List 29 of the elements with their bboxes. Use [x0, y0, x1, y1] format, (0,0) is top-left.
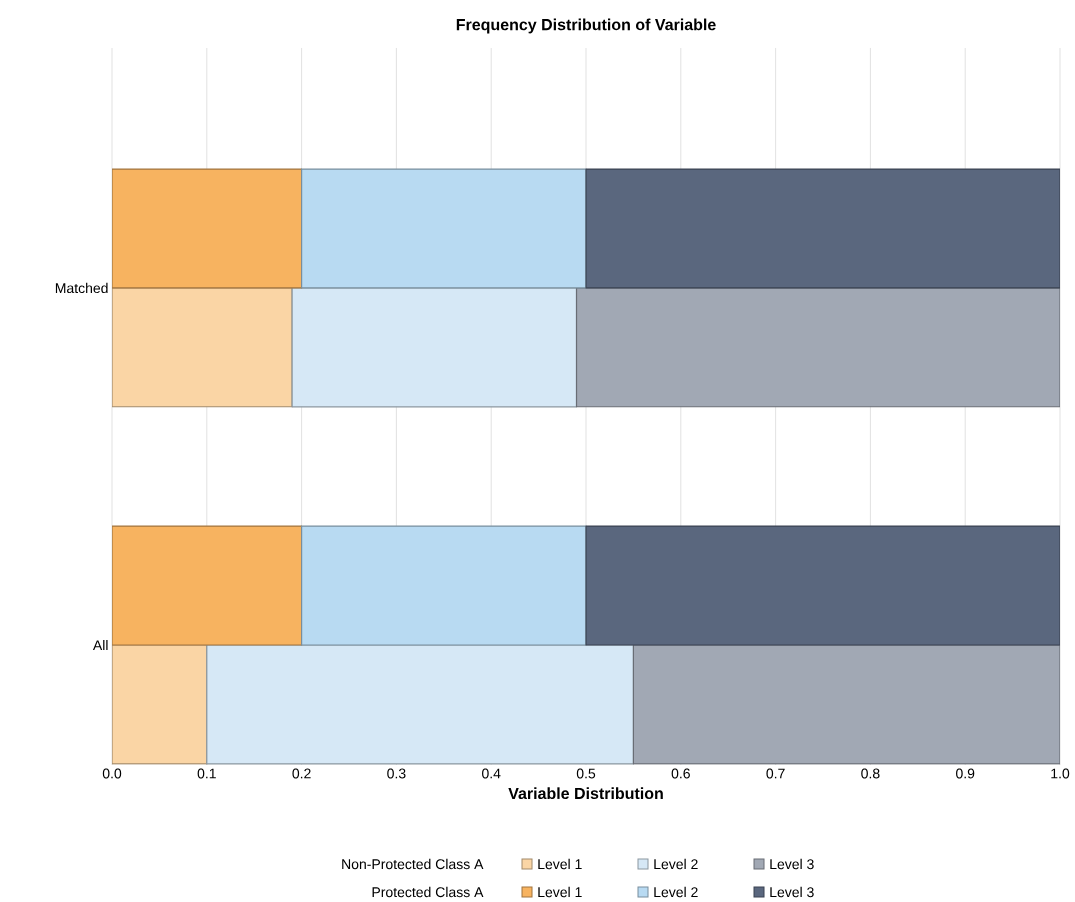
x-tick-label: 1.0 [1051, 768, 1070, 779]
x-tick-label: 0.0 [102, 768, 122, 779]
x-tick-label: 0.7 [766, 768, 785, 779]
x-tick-label: 0.9 [956, 768, 975, 779]
x-tick-label: 0.2 [292, 768, 311, 779]
bar [301, 168, 587, 289]
legend-label: Level 3 [770, 886, 814, 898]
legend-label: Level 1 [538, 886, 582, 898]
text: Non-Protected Class A [342, 858, 484, 870]
y-tick-label: Matched [55, 282, 108, 294]
y-tick-label: All [92, 639, 108, 651]
legend-label: Level 2 [654, 886, 698, 898]
legend-label: Level 3 [770, 858, 814, 870]
bar [291, 287, 578, 408]
bar [206, 644, 635, 765]
text: Protected Class A [372, 886, 484, 898]
x-axis-title: Variable Distribution [508, 787, 663, 800]
legend-label: Level 2 [654, 858, 698, 870]
bar [112, 287, 293, 408]
x-tick-label: 0.5 [576, 768, 596, 779]
bar [301, 525, 587, 646]
x-tick-label: 0.4 [482, 768, 501, 779]
legend-label: Level 1 [538, 858, 582, 870]
bar [112, 644, 208, 765]
x-tick-label: 0.3 [387, 768, 406, 779]
x-tick-label: 0.6 [671, 768, 690, 779]
x-tick-label: 0.1 [197, 768, 216, 779]
chart-title: Frequency Distribution of Variable [456, 18, 716, 34]
x-tick-label: 0.8 [861, 768, 880, 779]
